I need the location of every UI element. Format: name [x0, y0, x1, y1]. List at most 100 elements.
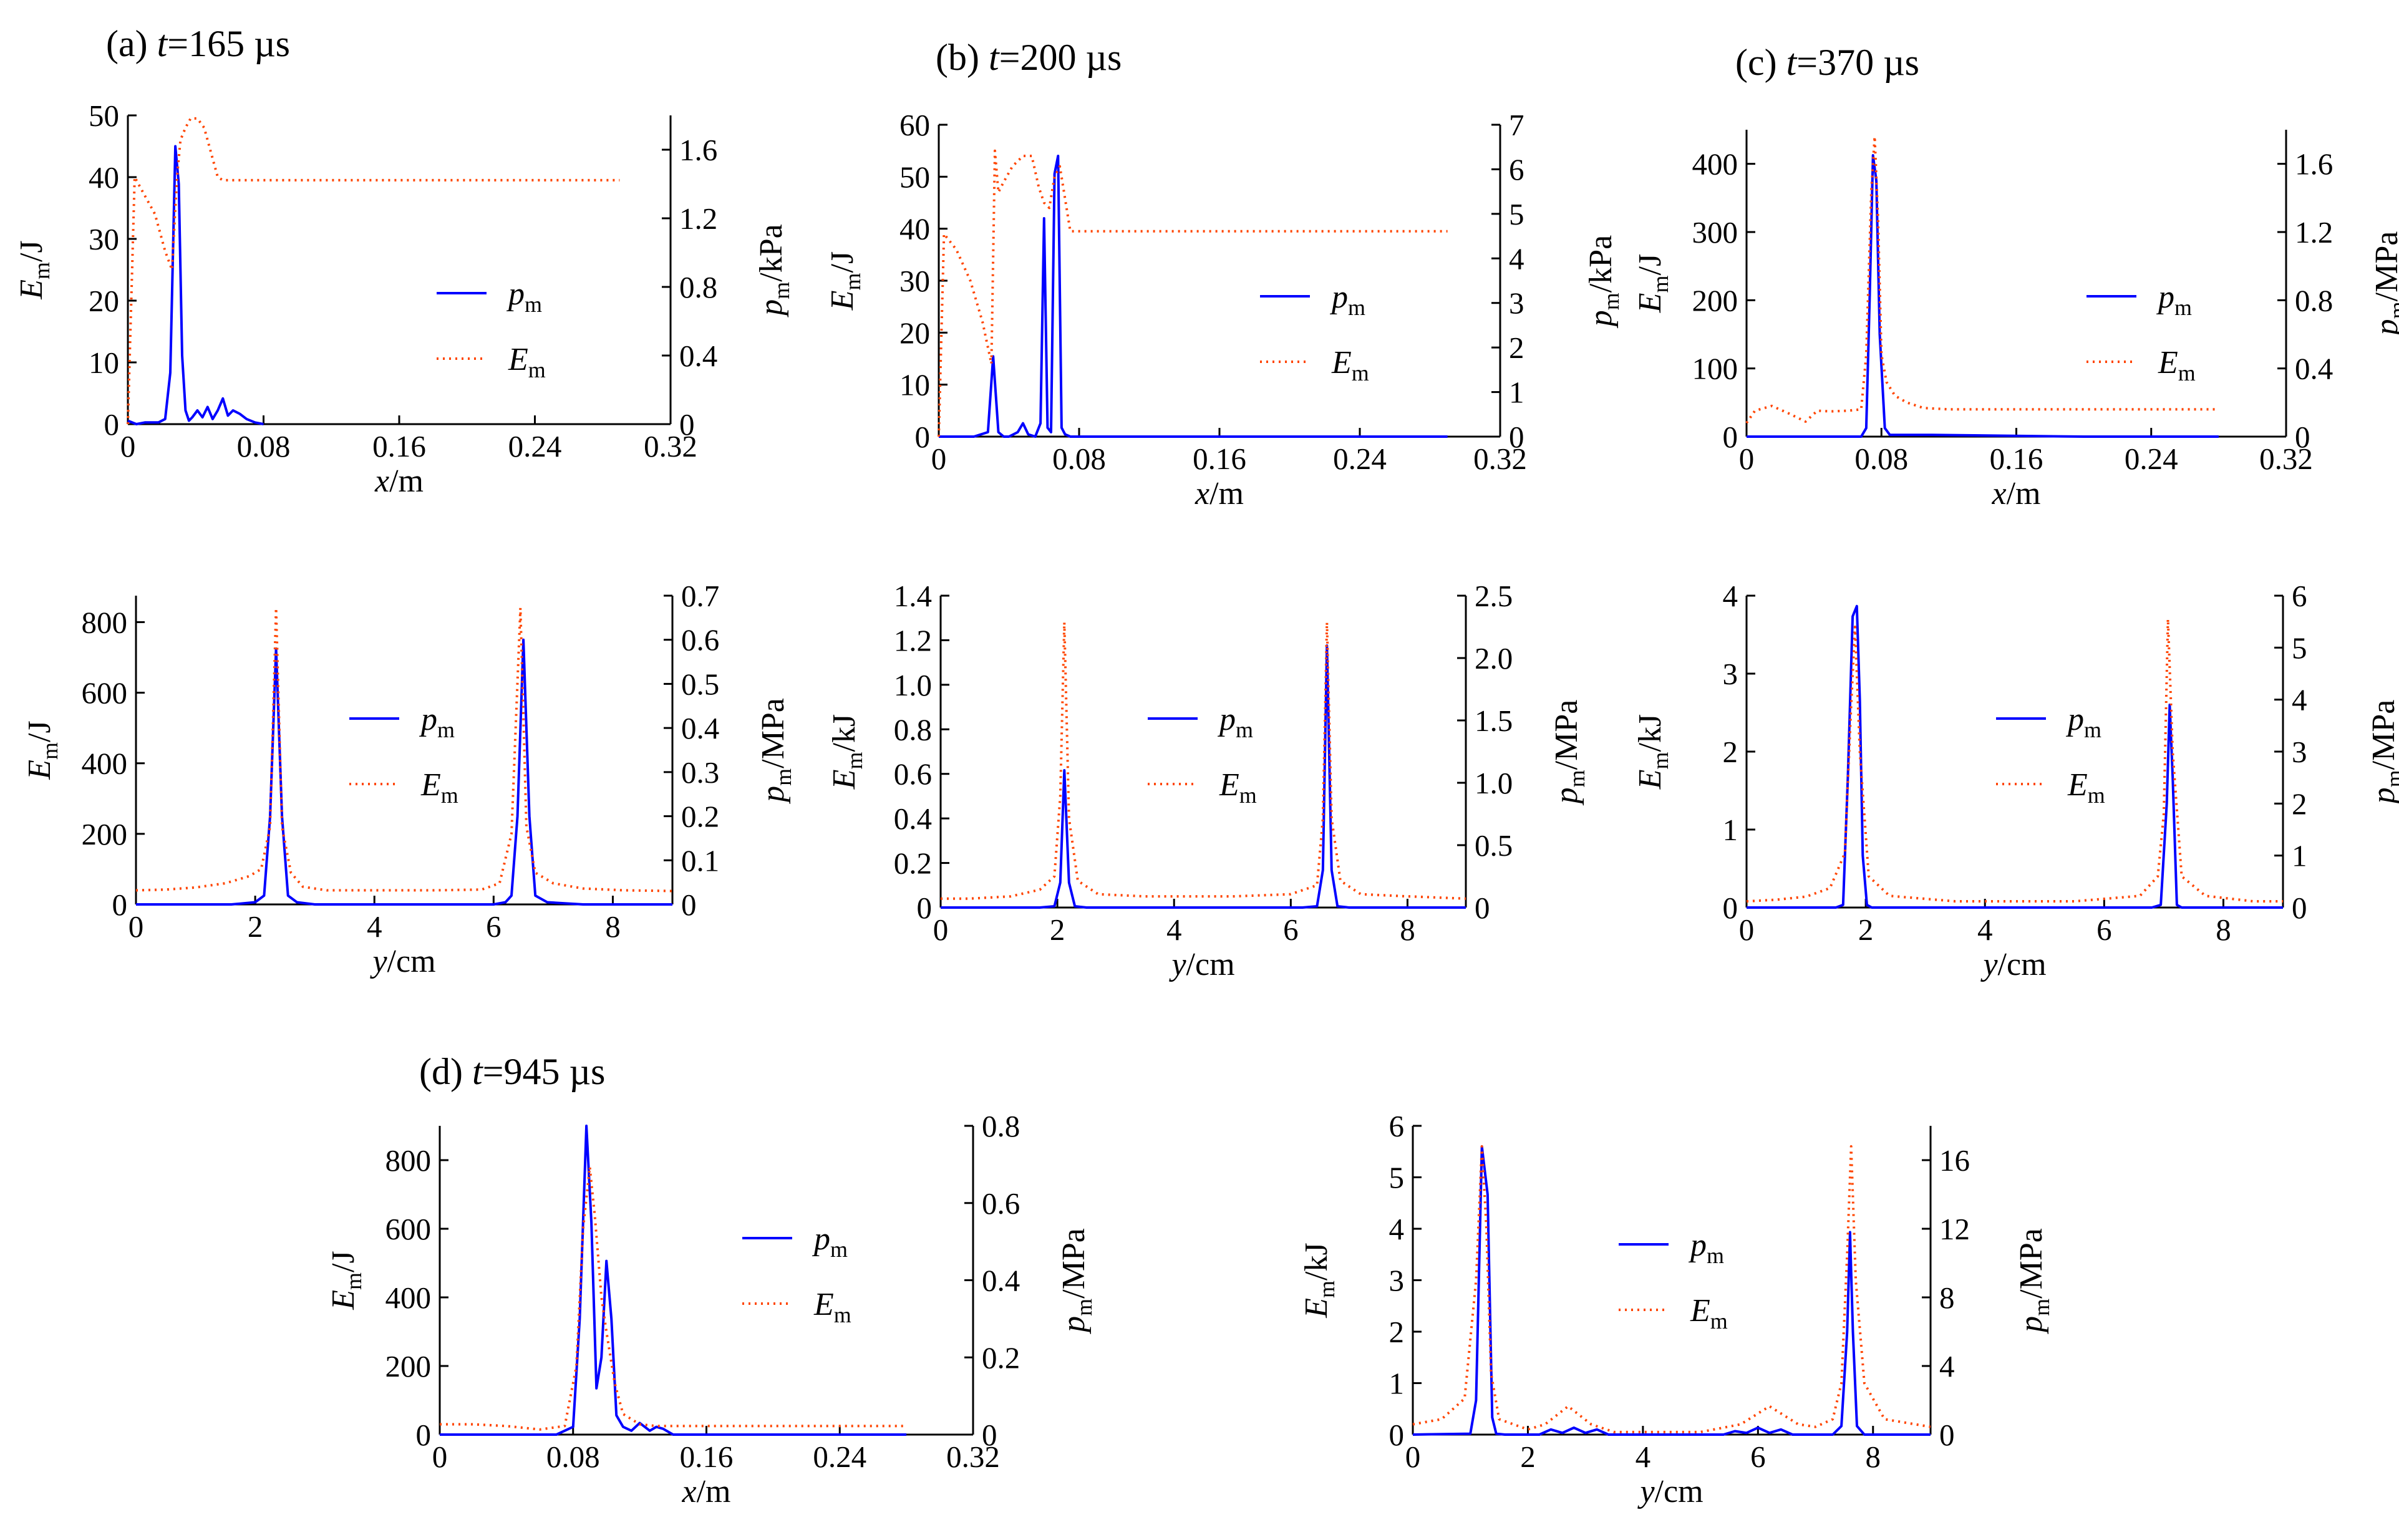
legend-label: Em [813, 1287, 851, 1327]
legend: pm Em [1619, 1228, 1728, 1334]
y-left-tick-label: 0.6 [894, 757, 932, 792]
y-right-tick-label: 0 [1475, 891, 1490, 925]
series-p-m [127, 145, 264, 425]
y-right-tick-label: 3 [1509, 286, 1524, 321]
y-right-tick-label: 0 [679, 407, 695, 442]
y-left-tick-label: 30 [89, 222, 119, 256]
series-E-m [941, 621, 1466, 900]
y-right-tick-label: 0 [1509, 420, 1524, 454]
chart-a-x: 0 0.08 0.16 0.24 0.320102030405000.40.81.21.… [14, 99, 794, 499]
y-left-tick-label: 1.4 [894, 579, 932, 613]
y-left-tick-label: 4 [1723, 579, 1738, 613]
x-tick-label: 6 [1283, 913, 1299, 947]
chart-b-y: 0 2 4 6 800.20.40.60.81.01.21.400.51.01.52.0… [826, 579, 1589, 982]
y-right-tick-label: 0.8 [982, 1109, 1020, 1143]
caption-b: (b) t=200 µs [936, 37, 1122, 78]
x-tick-label: 0.16 [372, 429, 426, 463]
y-left-axis-label: Em/J [825, 251, 865, 311]
x-axis-label: y/cm [1637, 1474, 1703, 1509]
svg-text:(a) t=165 µs: (a) t=165 µs [106, 23, 290, 64]
caption-d-var: t [472, 1051, 483, 1092]
y-right-tick-label: 0.8 [2295, 283, 2333, 317]
caption-d: (d) t=945 µs [419, 1051, 605, 1092]
y-left-tick-label: 50 [89, 99, 119, 133]
y-left-tick-label: 40 [899, 212, 930, 246]
y-right-tick-label: 0.3 [681, 755, 719, 790]
y-left-tick-label: 1.2 [894, 623, 932, 657]
y-left-tick-label: 0 [416, 1418, 432, 1452]
y-left-tick-label: 0 [1389, 1418, 1405, 1452]
x-tick-label: 2 [1858, 913, 1874, 947]
y-right-tick-label: 4 [2292, 683, 2307, 717]
x-tick-label: 0.08 [1052, 442, 1106, 476]
series-E-m [127, 117, 620, 425]
x-tick-label: 0.08 [546, 1440, 600, 1474]
caption-c: (c) t=370 µs [1735, 42, 1919, 83]
y-left-tick-label: 200 [82, 817, 128, 851]
y-left-tick-label: 400 [385, 1281, 432, 1315]
x-tick-label: 8 [1866, 1440, 1881, 1474]
axes: 0 0.08 0.16 0.24 0.32020040060080000.20.40.6… [326, 1109, 1097, 1509]
legend-label: Em [1331, 345, 1369, 385]
caption-d-value: =945 µs [483, 1051, 606, 1092]
y-left-tick-label: 50 [899, 160, 930, 194]
y-right-tick-label: 2.0 [1475, 641, 1513, 676]
y-left-tick-label: 2 [1723, 735, 1738, 769]
y-left-tick-label: 600 [385, 1212, 432, 1246]
y-left-tick-label: 40 [89, 160, 119, 195]
y-left-tick-label: 6 [1389, 1109, 1405, 1143]
x-tick-label: 0.32 [644, 429, 697, 463]
y-left-tick-label: 0 [1723, 420, 1738, 454]
x-tick-label: 8 [605, 909, 621, 944]
axes: 0 2 4 6 8 0 200 400 600 800 0 0.1 0.2 0.3 0.4 0.5 0.6 0.7… [22, 579, 796, 979]
y-right-tick-label: 1.0 [1475, 766, 1513, 800]
y-right-tick-label: 0.4 [679, 339, 717, 373]
y-right-tick-label: 0.4 [681, 711, 719, 745]
y-right-tick-label: 16 [1939, 1143, 1970, 1178]
y-right-tick-label: 2.5 [1475, 579, 1513, 613]
y-left-tick-label: 1 [1389, 1367, 1405, 1401]
y-left-tick-label: 0.2 [894, 846, 932, 881]
x-tick-label: 0 [933, 913, 949, 947]
y-left-tick-label: 200 [385, 1349, 432, 1383]
series-E-m [1412, 1145, 1931, 1433]
y-left-tick-label: 0.8 [894, 712, 932, 747]
y-right-tick-label: 4 [1939, 1349, 1955, 1383]
x-tick-label: 0.16 [1990, 442, 2043, 476]
y-right-axis-label: pm/MPa [1549, 700, 1589, 806]
y-right-tick-label: 2 [1509, 331, 1524, 365]
legend-label: Em [508, 342, 546, 382]
y-right-tick-label: 8 [1939, 1281, 1955, 1315]
legend-label: Em [1690, 1293, 1728, 1334]
svg-text:(d) t=945 µs: (d) t=945 µs [419, 1051, 605, 1092]
axes: 0 2 4 6 8 0 1 2 3 4 0 1 2 3 4 5 6 y/cm Em/kJ pm/MPa [1632, 579, 2399, 982]
y-left-tick-label: 0.4 [894, 801, 932, 836]
y-left-axis-label: Em/kJ [1632, 714, 1673, 790]
x-tick-label: 2 [248, 909, 263, 944]
axes: 0 2 4 6 800.20.40.60.81.01.21.400.51.01.52.0… [826, 579, 1589, 982]
y-right-tick-label: 0.5 [681, 667, 719, 701]
legend: pm Em [437, 276, 546, 382]
y-left-tick-label: 20 [899, 316, 930, 350]
y-left-tick-label: 60 [899, 108, 930, 142]
y-right-tick-label: 0.5 [1475, 828, 1513, 863]
series-p-m [136, 638, 672, 906]
y-left-axis-label: Em/kJ [1299, 1242, 1339, 1318]
series-E-m [938, 149, 1448, 437]
y-left-tick-label: 300 [1692, 215, 1738, 249]
legend-label: pm [1217, 702, 1253, 742]
y-right-tick-label: 1.2 [679, 201, 717, 236]
y-left-tick-label: 400 [1692, 147, 1738, 182]
chart-c-x: 0 0.08 0.16 0.24 0.32010020030040000.40.81.2… [1632, 130, 2399, 511]
y-left-tick-label: 0 [1723, 891, 1738, 925]
y-left-tick-label: 3 [1389, 1264, 1405, 1298]
axes: 0 0.08 0.16 0.24 0.32010020030040000.40.81.2… [1632, 130, 2399, 511]
y-right-tick-label: 1.2 [2295, 215, 2333, 249]
series-p-m [1412, 1145, 1931, 1436]
y-left-tick-label: 30 [899, 264, 930, 298]
caption-a-value: =165 µs [167, 23, 290, 64]
x-tick-label: 0 [931, 442, 947, 476]
y-left-tick-label: 200 [1692, 283, 1738, 317]
